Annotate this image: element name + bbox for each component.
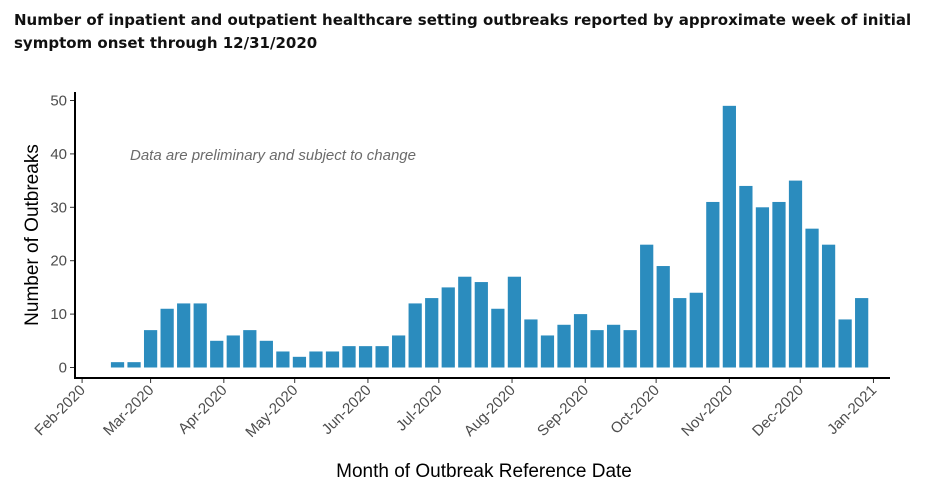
x-tick-label: Sep-2020	[534, 382, 592, 440]
preliminary-data-note: Data are preliminary and subject to chan…	[130, 147, 416, 164]
bar	[425, 298, 439, 368]
y-tick-label: 0	[59, 360, 67, 377]
y-tick-label: 10	[50, 306, 67, 323]
x-axis-title: Month of Outbreak Reference Date	[336, 461, 632, 482]
bar	[259, 340, 273, 368]
bar	[590, 330, 604, 368]
chart-title: Number of inpatient and outpatient healt…	[14, 11, 912, 52]
bar	[309, 351, 323, 368]
bar	[474, 282, 488, 368]
x-tick-label: Jan-2021	[824, 382, 880, 438]
bar	[788, 180, 803, 368]
bar	[342, 346, 356, 368]
bar	[441, 287, 455, 368]
bar	[193, 303, 207, 368]
bar	[573, 314, 588, 368]
y-axis-title: Number of Outbreaks	[22, 144, 43, 326]
bars	[110, 105, 869, 368]
bar	[623, 330, 637, 368]
y-tick-label: 40	[50, 146, 67, 163]
bar	[524, 319, 538, 368]
bar	[375, 346, 389, 368]
bar	[392, 335, 406, 368]
x-tick-label: Dec-2020	[749, 382, 807, 440]
x-tick-label: Oct-2020	[607, 382, 663, 438]
bar	[606, 324, 621, 368]
x-tick-label: Nov-2020	[678, 382, 736, 440]
bar	[640, 244, 654, 368]
x-tick-label: Aug-2020	[461, 382, 519, 440]
bar	[243, 330, 257, 368]
bar	[689, 292, 703, 368]
bar	[127, 362, 141, 368]
bar	[226, 335, 240, 368]
bar	[358, 346, 373, 368]
x-tick-label: Jul-2020	[393, 382, 446, 435]
bar	[772, 201, 786, 368]
bar	[722, 105, 736, 368]
bar	[755, 207, 770, 368]
bar	[110, 362, 125, 368]
bar	[458, 276, 472, 368]
bar	[292, 356, 307, 368]
y-axis-ticks: 0 10 20 30 40 50	[50, 93, 75, 377]
x-tick-label: Jun-2020	[318, 382, 374, 438]
bar	[805, 228, 819, 368]
bar	[507, 276, 522, 368]
bar	[706, 201, 720, 368]
bar	[276, 351, 290, 368]
x-tick-label: May-2020	[242, 382, 301, 441]
bar	[210, 340, 224, 368]
bar	[408, 303, 422, 368]
bar	[540, 335, 555, 368]
bar	[821, 244, 836, 368]
bar	[656, 266, 670, 368]
bar	[557, 324, 571, 368]
bar	[177, 303, 191, 368]
bar	[325, 351, 340, 368]
bar	[838, 319, 852, 368]
y-tick-label: 20	[50, 253, 67, 270]
y-tick-label: 50	[50, 93, 67, 110]
bar	[855, 298, 869, 368]
x-tick-label: Mar-2020	[100, 382, 157, 439]
bar	[739, 185, 753, 368]
x-axis-ticks: Feb-2020 Mar-2020 Apr-2020 May-2020 Jun-2020…	[31, 378, 880, 441]
bar	[673, 298, 687, 368]
bar	[143, 330, 158, 368]
bar	[491, 308, 505, 368]
y-tick-label: 30	[50, 199, 67, 216]
bar	[160, 308, 174, 368]
x-tick-label: Apr-2020	[175, 382, 231, 438]
x-tick-label: Feb-2020	[31, 382, 88, 439]
